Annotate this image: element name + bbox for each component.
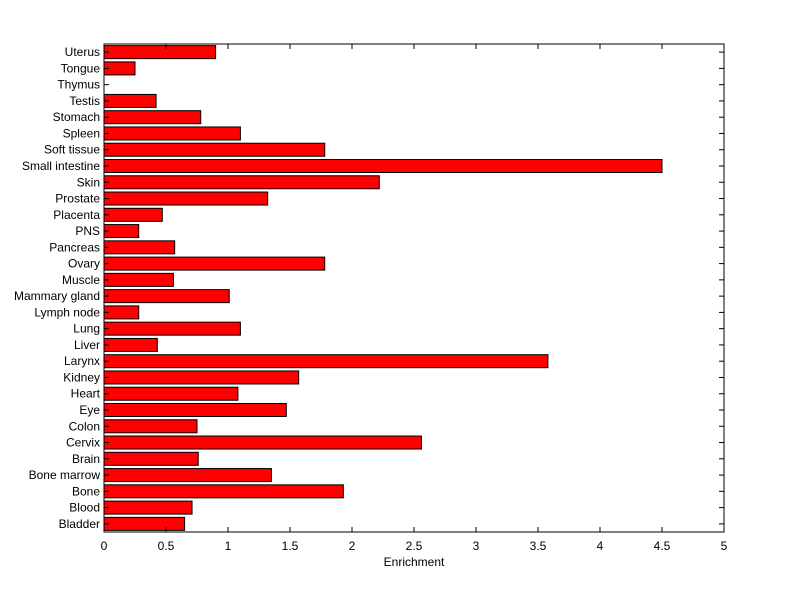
x-tick-label: 5 <box>721 539 728 553</box>
y-tick-label: Cervix <box>66 436 100 450</box>
y-tick-label: Brain <box>72 452 100 466</box>
bar-spleen <box>103 126 241 141</box>
x-axis-label: Enrichment <box>384 555 445 569</box>
bar-pancreas <box>103 240 176 255</box>
x-tick-label: 4.5 <box>654 539 671 553</box>
bar-testis <box>103 93 157 108</box>
x-tick-label: 1 <box>225 539 232 553</box>
bar-uterus <box>103 45 217 60</box>
bar-brain <box>103 451 199 466</box>
bar-bone-marrow <box>103 468 272 483</box>
bar-kidney <box>103 370 300 385</box>
bar-bladder <box>103 516 186 531</box>
y-tick-label: Bone marrow <box>29 468 101 482</box>
y-tick-label: Larynx <box>64 354 100 368</box>
x-tick-label: 4 <box>597 539 604 553</box>
y-axis-ticks: Bladder Blood Bone Bone marrow Brain Cervix Co… <box>14 45 724 531</box>
bar-blood <box>103 500 193 515</box>
bar-colon <box>103 419 198 434</box>
bar-muscle <box>103 272 174 287</box>
bars-group <box>103 45 663 531</box>
bar-lymph-node <box>103 305 140 320</box>
y-tick-label: Bladder <box>59 517 100 531</box>
bar-placenta <box>103 207 163 222</box>
y-tick-label: Prostate <box>55 192 100 206</box>
y-tick-label: Lung <box>73 322 100 336</box>
y-tick-label: Heart <box>71 387 101 401</box>
y-tick-label: Lymph node <box>34 305 100 319</box>
x-tick-label: 3 <box>473 539 480 553</box>
bar-skin <box>103 175 380 190</box>
bar-ovary <box>103 256 326 271</box>
x-axis-ticks: 0 0.5 1 1.5 2 2.5 3 3.5 4 4.5 5 <box>101 44 728 553</box>
y-tick-label: Soft tissue <box>44 143 100 157</box>
bar-lung <box>103 321 241 336</box>
y-tick-label: Pancreas <box>49 240 100 254</box>
x-tick-label: 2.5 <box>406 539 423 553</box>
x-tick-label: 1.5 <box>282 539 299 553</box>
y-tick-label: Tongue <box>61 61 101 75</box>
x-tick-label: 0 <box>101 539 108 553</box>
y-tick-label: Liver <box>74 338 100 352</box>
y-tick-label: Stomach <box>53 110 100 124</box>
y-tick-label: Ovary <box>68 257 100 271</box>
y-tick-label: Kidney <box>63 370 100 384</box>
y-tick-label: Spleen <box>63 126 100 140</box>
x-tick-label: 2 <box>349 539 356 553</box>
y-tick-label: Small intestine <box>22 159 100 173</box>
bar-prostate <box>103 191 269 206</box>
bar-stomach <box>103 110 202 125</box>
y-tick-label: Uterus <box>65 45 100 59</box>
bar-pns <box>103 224 140 239</box>
y-tick-label: Placenta <box>53 208 100 222</box>
bar-larynx <box>103 354 549 369</box>
y-tick-label: Colon <box>69 419 100 433</box>
bar-bone <box>103 484 344 499</box>
y-tick-label: Skin <box>77 175 100 189</box>
bar-cervix <box>103 435 422 450</box>
y-tick-label: Bone <box>72 484 100 498</box>
y-tick-label: Thymus <box>57 78 100 92</box>
y-tick-label: Eye <box>79 403 100 417</box>
y-tick-label: PNS <box>75 224 100 238</box>
bar-soft-tissue <box>103 142 326 157</box>
y-tick-label: Mammary gland <box>14 289 100 303</box>
y-tick-label: Testis <box>69 94 100 108</box>
y-tick-label: Muscle <box>62 273 100 287</box>
bar-heart <box>103 386 239 401</box>
x-tick-label: 3.5 <box>530 539 547 553</box>
bar-small-intestine <box>103 158 663 174</box>
bar-eye <box>103 402 287 418</box>
y-tick-label: Blood <box>69 501 100 515</box>
x-tick-label: 0.5 <box>158 539 175 553</box>
bar-liver <box>103 337 158 352</box>
bar-mammary-gland <box>103 289 230 304</box>
